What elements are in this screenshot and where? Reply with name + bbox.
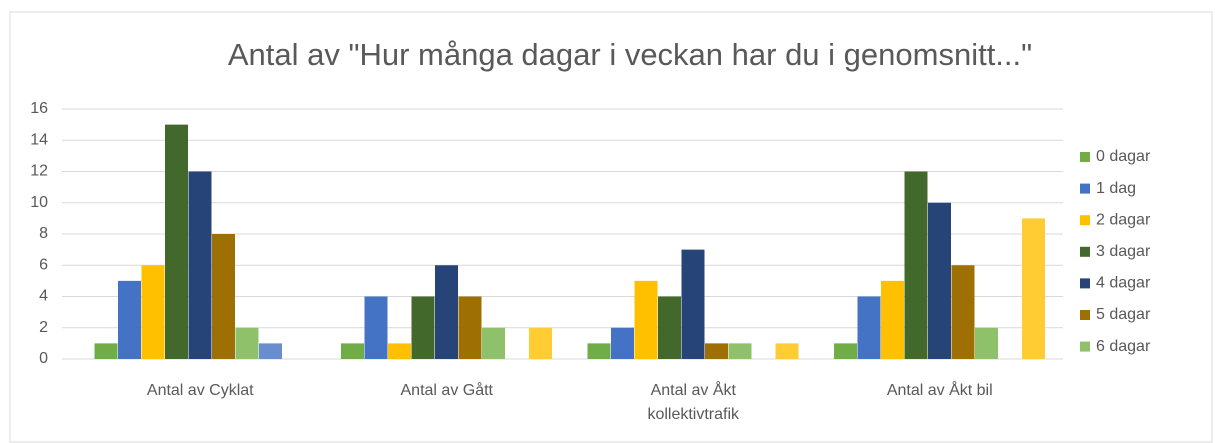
bar (728, 343, 752, 359)
legend-swatch (1080, 310, 1090, 320)
bar (388, 343, 411, 359)
bar (634, 280, 658, 359)
legend-label: 5 dagar (1096, 306, 1151, 323)
bar (1022, 218, 1045, 359)
legend-swatch (1080, 341, 1090, 352)
bar (165, 124, 188, 359)
bar (188, 171, 212, 359)
y-tick-label: 4 (39, 288, 48, 305)
y-tick-label: 12 (30, 163, 48, 180)
y-tick-label: 8 (39, 225, 48, 242)
legend-swatch (1080, 278, 1090, 289)
bar (259, 343, 282, 359)
legend-label: 0 dagar (1096, 148, 1151, 165)
bar (951, 265, 975, 359)
bar (834, 343, 857, 359)
y-tick-label: 6 (39, 256, 48, 273)
legend-label: 3 dagar (1096, 243, 1151, 260)
bar (529, 327, 552, 359)
legend-label: 1 dag (1096, 180, 1136, 197)
bar (658, 296, 681, 359)
bar (94, 343, 118, 359)
y-tick-label: 16 (30, 100, 48, 117)
bar (482, 327, 505, 359)
bar (364, 296, 388, 359)
legend-label: 4 dagar (1096, 275, 1151, 292)
bar (235, 327, 259, 359)
bar (411, 296, 435, 359)
bar (611, 327, 634, 359)
bar (141, 265, 165, 359)
y-tick-label: 2 (39, 319, 48, 336)
bar (904, 171, 928, 359)
bar (587, 343, 611, 359)
legend-swatch (1080, 215, 1090, 226)
y-tick-label: 14 (30, 131, 48, 148)
bar (881, 280, 904, 359)
x-tick-label: Antal av Cyklat (146, 382, 254, 399)
bar (975, 327, 998, 359)
legend-swatch (1080, 246, 1090, 257)
bar (775, 343, 799, 359)
y-tick-label: 10 (30, 194, 48, 211)
chart-title: Antal av "Hur många dagar i veckan har d… (228, 37, 1032, 72)
bar (928, 202, 951, 359)
bar (681, 249, 705, 359)
x-tick-label: Antal av Gått (400, 382, 494, 399)
bar (857, 296, 881, 359)
legend-label: 6 dagar (1096, 338, 1151, 355)
bar (212, 234, 235, 359)
legend-swatch (1080, 183, 1090, 194)
x-tick-label: Antal av Åkt bil (886, 382, 993, 399)
legend-label: 2 dagar (1096, 211, 1151, 228)
y-tick-label: 0 (39, 350, 48, 367)
bar (435, 265, 458, 359)
bar (118, 280, 141, 359)
bar (705, 343, 728, 359)
bar (341, 343, 364, 359)
x-tick-label: Antal av Åkt kollektivtrafik (647, 382, 740, 423)
legend-swatch (1080, 152, 1090, 162)
bar (458, 296, 482, 359)
